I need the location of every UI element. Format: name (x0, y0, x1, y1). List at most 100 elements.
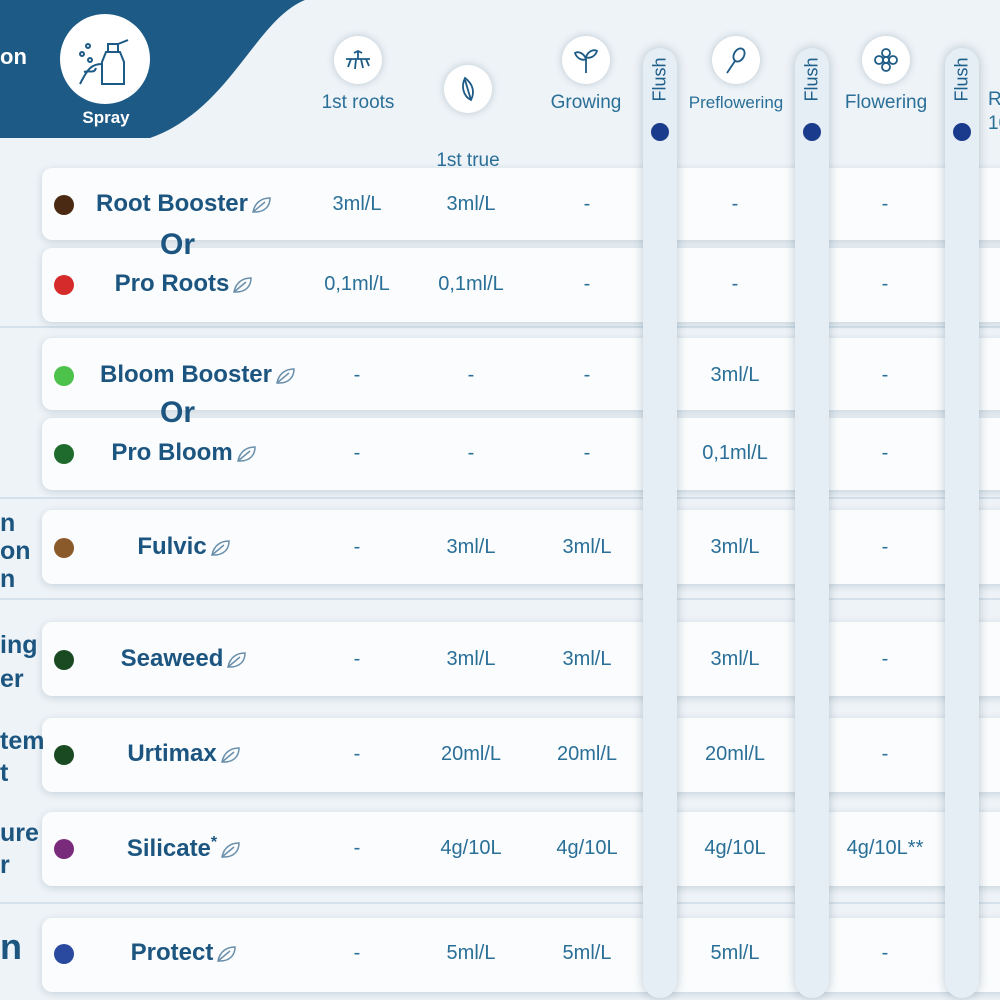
product-name-text: Pro Bloom (111, 439, 233, 466)
row-panel (42, 418, 1000, 490)
dosage-cell: - (353, 837, 361, 859)
product-color-dot (54, 650, 74, 670)
stage-flowering: Flowering (826, 36, 946, 117)
group-label-fragment: n (0, 509, 16, 537)
row-panel (42, 338, 1000, 410)
leaf-outline-icon (233, 439, 257, 466)
dosage-cell: 3ml/L (446, 536, 496, 558)
group-label-fragment: tem (0, 727, 45, 755)
leaf-outline-icon (272, 361, 296, 388)
dosage-cell: - (353, 942, 361, 964)
sprout-icon (562, 36, 610, 84)
dosage-cell: - (583, 442, 591, 464)
row-panel (42, 510, 1000, 584)
stage-label: Preflowering (688, 93, 784, 112)
header-banner (0, 0, 305, 138)
dosage-cell: 3ml/L (446, 193, 496, 215)
dosage-cell: 4g/10L (556, 837, 618, 859)
flush-dot (651, 123, 669, 141)
product-color-dot (54, 444, 74, 464)
product-name: Bloom Booster (88, 361, 308, 389)
dosage-cell: - (353, 442, 361, 464)
row-panel (42, 812, 1000, 886)
flush-label: Flush (801, 57, 822, 102)
product-color-dot (54, 195, 74, 215)
product-name-text: Seaweed (120, 645, 224, 672)
section-divider (0, 902, 1000, 904)
flush-column (945, 48, 979, 998)
dosage-cell: 0,1ml/L (438, 273, 504, 295)
section-divider (0, 326, 1000, 328)
product-color-dot (54, 839, 74, 859)
leaf-outline-icon (223, 645, 247, 672)
dosage-cell: 4g/10L (440, 837, 502, 859)
section-divider (0, 598, 1000, 600)
flush-label: Flush (649, 57, 670, 102)
dosage-cell: - (583, 364, 591, 386)
product-name-text: Pro Roots (114, 270, 230, 297)
dosage-cell: 0,1ml/L (324, 273, 390, 295)
leaf-outline-icon (217, 835, 241, 862)
dosage-cell: - (881, 273, 889, 295)
dosage-cell: 20ml/L (556, 743, 618, 765)
dosage-cell: 3ml/L (710, 536, 760, 558)
dosage-cell: - (731, 273, 739, 295)
row-panel (42, 168, 1000, 240)
dosage-cell: - (881, 942, 889, 964)
product-name: Protect (74, 939, 294, 967)
flush-column (643, 48, 677, 998)
flush-dot (803, 123, 821, 141)
product-color-dot (54, 366, 74, 386)
product-name-text: Bloom Booster (99, 361, 272, 388)
group-label-fragment: t (0, 759, 9, 787)
product-color-dot (54, 275, 74, 295)
stage-cut: R 10 (988, 88, 1000, 136)
group-label-fragment: r (0, 851, 10, 879)
leaf-outline-icon (207, 533, 231, 560)
roots-icon (334, 36, 382, 84)
stage-growing: Growing (526, 36, 646, 117)
stage-preflowering: Preflowering (676, 36, 796, 117)
dosage-cell: 3ml/L (562, 648, 612, 670)
dosage-cell: - (353, 648, 361, 670)
dosage-cell: 4g/10L (704, 837, 766, 859)
leaf-outline-icon (248, 190, 272, 217)
row-panel (42, 918, 1000, 992)
stage-label-2: 10 (988, 113, 1000, 134)
dosage-cell: - (881, 536, 889, 558)
group-label-fragment: er (0, 665, 24, 693)
dosage-cell: 5ml/L (710, 942, 760, 964)
product-name-text: Protect (130, 939, 214, 966)
dosage-cell: - (583, 273, 591, 295)
dosage-cell: - (881, 743, 889, 765)
dosage-cell: 20ml/L (704, 743, 766, 765)
dosage-cell: - (881, 442, 889, 464)
product-name: Seaweed (74, 645, 294, 673)
dosage-cell: 0,1ml/L (702, 442, 768, 464)
dosage-cell: - (881, 648, 889, 670)
product-name: Silicate* (74, 834, 294, 863)
group-label-fragment: n (0, 565, 16, 593)
product-footnote-mark: * (210, 834, 218, 851)
or-label: Or (160, 228, 196, 261)
dosage-cell: - (583, 193, 591, 215)
leaf-outline-icon (229, 270, 253, 297)
dosage-cell: 20ml/L (440, 743, 502, 765)
product-name: Root Booster (74, 190, 294, 218)
stage-label: R (988, 89, 1000, 110)
row-panel (42, 248, 1000, 322)
group-label-fragment: ing (0, 631, 38, 659)
stage-label: Flowering (844, 92, 928, 113)
group-label-fragment: ure (0, 819, 39, 847)
dosage-cell: 3ml/L (710, 648, 760, 670)
spray-label: Spray (82, 108, 130, 127)
product-color-dot (54, 745, 74, 765)
product-name-text: Silicate (126, 835, 211, 862)
flush-column (795, 48, 829, 998)
product-color-dot (54, 944, 74, 964)
product-name-text: Fulvic (137, 533, 207, 560)
leaf-outline-icon (213, 939, 237, 966)
dosage-cell: 5ml/L (446, 942, 496, 964)
stage-label: Growing (550, 92, 622, 113)
product-name-text: Root Booster (96, 190, 248, 217)
